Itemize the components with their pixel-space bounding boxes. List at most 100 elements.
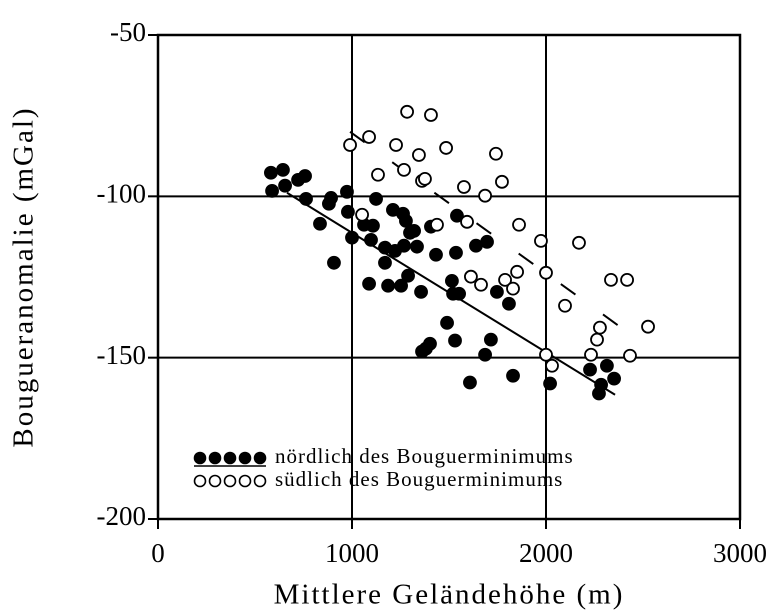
point xyxy=(371,167,385,182)
point xyxy=(506,281,520,296)
point xyxy=(394,278,408,293)
legend-marker xyxy=(193,474,207,488)
point xyxy=(641,319,655,334)
point xyxy=(276,162,290,177)
point xyxy=(450,208,464,223)
point xyxy=(583,362,597,377)
point xyxy=(410,239,424,254)
fit-line xyxy=(349,130,646,346)
point xyxy=(407,223,421,238)
legend-label: südlich des Bouguerminimums xyxy=(275,467,563,491)
point xyxy=(298,169,312,183)
point xyxy=(429,247,443,262)
legend-marker xyxy=(238,451,252,465)
point xyxy=(590,332,604,347)
legend-marker xyxy=(193,451,207,465)
point xyxy=(343,138,357,152)
point xyxy=(327,255,341,270)
point xyxy=(341,204,355,219)
point xyxy=(362,130,376,144)
point xyxy=(498,273,512,287)
x-tick-label: 0 xyxy=(151,538,165,568)
legend-label: nördlich des Bouguerminimums xyxy=(275,444,574,468)
y-axis-title: Bougueranomalie (mGal) xyxy=(8,106,40,447)
point xyxy=(623,348,637,363)
point xyxy=(412,148,426,162)
point xyxy=(366,218,380,233)
point xyxy=(362,276,376,291)
point xyxy=(489,146,503,161)
point xyxy=(495,174,509,189)
legend-marker xyxy=(223,451,237,465)
point xyxy=(539,265,553,280)
point xyxy=(534,233,548,248)
point xyxy=(440,315,454,330)
point xyxy=(448,333,462,348)
legend-marker xyxy=(208,451,222,465)
point xyxy=(401,268,415,283)
point xyxy=(600,358,614,373)
point xyxy=(506,368,520,383)
point xyxy=(512,217,526,232)
point xyxy=(480,234,494,249)
point xyxy=(423,336,437,351)
point xyxy=(558,298,572,313)
point xyxy=(607,371,621,386)
point xyxy=(572,235,586,250)
point xyxy=(397,238,411,253)
point xyxy=(594,377,608,392)
legend-marker xyxy=(253,451,267,465)
y-tick-label: -200 xyxy=(97,501,147,531)
point xyxy=(543,376,557,391)
point xyxy=(620,273,634,287)
point xyxy=(369,192,383,206)
point xyxy=(463,375,477,390)
point xyxy=(364,232,378,247)
point xyxy=(355,207,369,222)
point xyxy=(457,180,471,194)
point xyxy=(539,347,553,362)
point xyxy=(490,284,504,299)
point xyxy=(414,284,428,299)
point xyxy=(445,273,459,288)
point xyxy=(604,273,618,287)
point xyxy=(584,347,598,362)
point xyxy=(397,162,411,177)
point xyxy=(439,141,453,155)
point xyxy=(299,192,313,206)
point xyxy=(278,178,292,193)
y-tick-label: -50 xyxy=(110,17,146,47)
point xyxy=(484,332,498,347)
point xyxy=(593,320,607,335)
point xyxy=(313,216,327,231)
point xyxy=(502,296,516,311)
x-axis-title: Mittlere Geländehöhe (m) xyxy=(274,579,625,611)
point xyxy=(378,255,392,270)
x-tick-label: 3000 xyxy=(713,538,767,568)
legend-marker xyxy=(238,474,252,488)
point xyxy=(381,278,395,293)
point xyxy=(474,277,488,292)
point xyxy=(324,191,338,205)
point xyxy=(265,183,279,198)
point xyxy=(449,245,463,260)
y-tick-label: -150 xyxy=(97,340,147,370)
point xyxy=(340,184,354,199)
point xyxy=(418,172,432,186)
point xyxy=(430,217,444,232)
legend-marker xyxy=(223,474,237,488)
plot-frame xyxy=(156,33,742,521)
point xyxy=(345,230,359,245)
point xyxy=(400,104,414,119)
legend-marker xyxy=(253,474,267,488)
point xyxy=(510,264,524,279)
point xyxy=(545,358,559,373)
x-tick-label: 1000 xyxy=(325,538,379,568)
point xyxy=(478,347,492,362)
point xyxy=(460,214,474,229)
point xyxy=(478,188,492,203)
point xyxy=(424,108,438,122)
legend-marker xyxy=(208,474,222,488)
point xyxy=(452,286,466,301)
